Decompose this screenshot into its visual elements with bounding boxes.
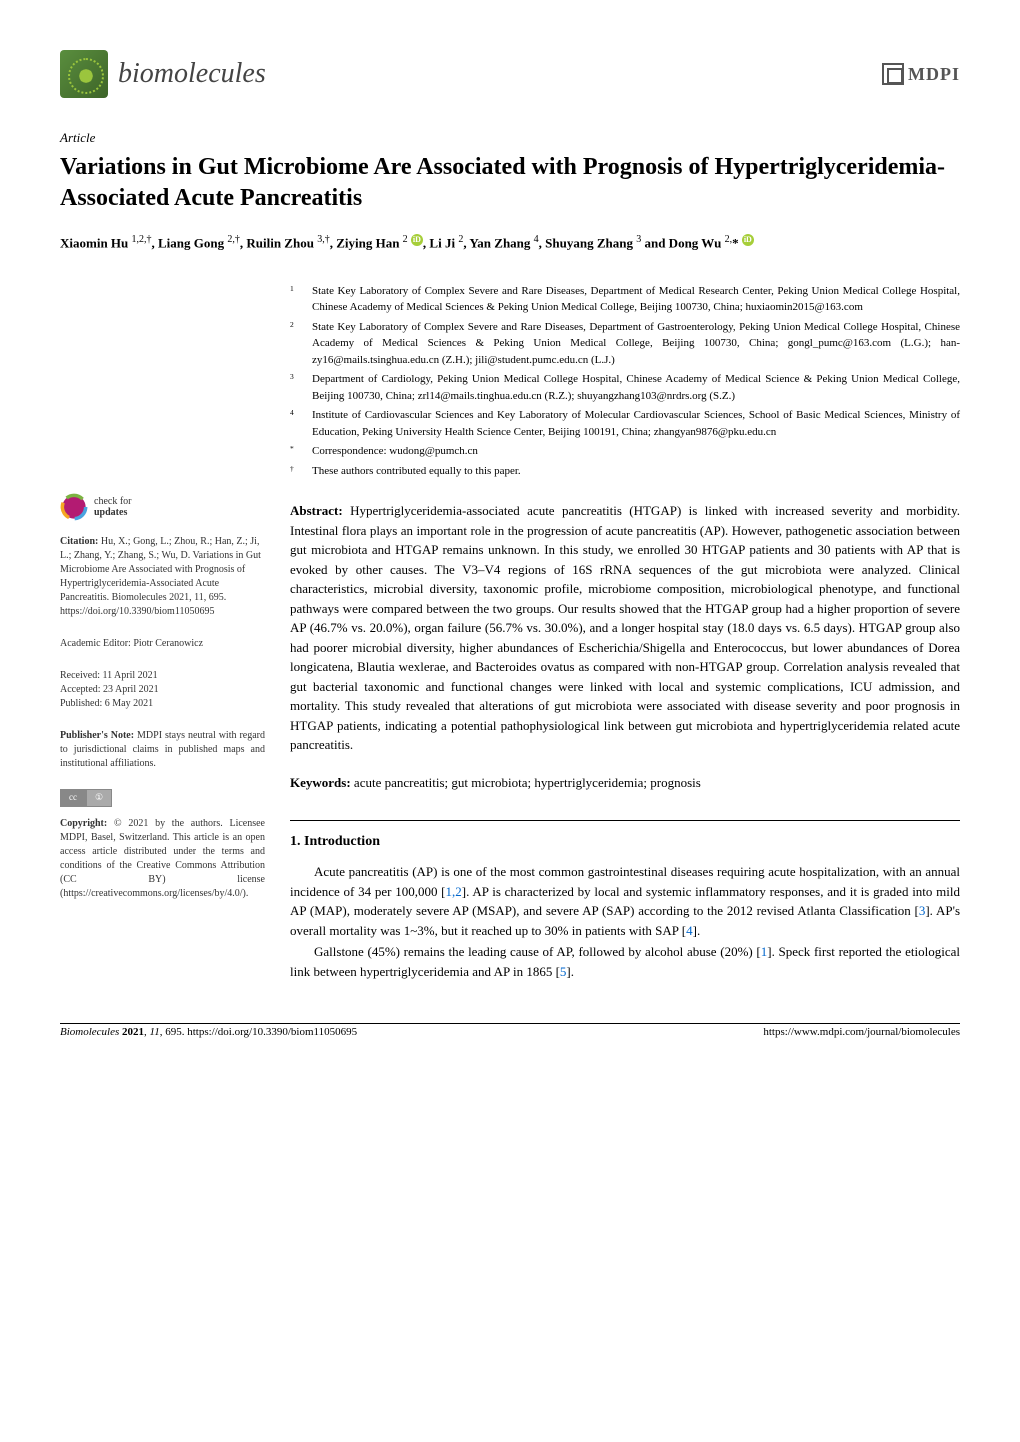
cc-icon: cc	[60, 789, 86, 807]
received-label: Received:	[60, 670, 100, 681]
header-row: biomolecules MDPI	[60, 50, 960, 98]
affiliations-list: 1State Key Laboratory of Complex Severe …	[290, 283, 960, 480]
affiliation-item: *Correspondence: wudong@pumch.cn	[290, 443, 960, 460]
publishers-note-block: Publisher's Note: MDPI stays neutral wit…	[60, 729, 265, 771]
affiliation-item: †These authors contributed equally to th…	[290, 463, 960, 480]
affiliation-item: 4Institute of Cardiovascular Sciences an…	[290, 407, 960, 440]
accepted-date: 23 April 2021	[101, 684, 159, 695]
journal-name: biomolecules	[118, 53, 266, 95]
sidebar: check forupdates Citation: Hu, X.; Gong,…	[60, 283, 265, 984]
keywords: Keywords: acute pancreatitis; gut microb…	[290, 773, 960, 793]
accepted-label: Accepted:	[60, 684, 101, 695]
main-column: 1State Key Laboratory of Complex Severe …	[290, 283, 960, 984]
article-title: Variations in Gut Microbiome Are Associa…	[60, 152, 960, 214]
copyright-label: Copyright:	[60, 818, 107, 829]
editor-label: Academic Editor:	[60, 638, 131, 649]
editor-name: Piotr Ceranowicz	[131, 638, 203, 649]
abstract: Abstract: Hypertriglyceridemia-associate…	[290, 501, 960, 755]
publisher-logo: MDPI	[882, 61, 960, 88]
footer-right: https://www.mdpi.com/journal/biomolecule…	[763, 1024, 960, 1041]
citation-block: Citation: Hu, X.; Gong, L.; Zhou, R.; Ha…	[60, 535, 265, 619]
dates-block: Received: 11 April 2021 Accepted: 23 Apr…	[60, 669, 265, 711]
publishers-note-label: Publisher's Note:	[60, 730, 134, 741]
intro-heading: 1. Introduction	[290, 831, 960, 852]
intro-para-1: Acute pancreatitis (AP) is one of the mo…	[290, 862, 960, 940]
copyright-block: Copyright: © 2021 by the authors. Licens…	[60, 817, 265, 901]
abstract-text: Hypertriglyceridemia-associated acute pa…	[290, 503, 960, 752]
check-updates-text: check forupdates	[94, 496, 131, 518]
journal-icon	[60, 50, 108, 98]
abstract-label: Abstract:	[290, 503, 343, 518]
affiliation-item: 2State Key Laboratory of Complex Severe …	[290, 319, 960, 369]
authors-line: Xiaomin Hu 1,2,†, Liang Gong 2,†, Ruilin…	[60, 232, 960, 253]
two-column-layout: check forupdates Citation: Hu, X.; Gong,…	[60, 283, 960, 984]
citation-label: Citation:	[60, 536, 98, 547]
published-date: 6 May 2021	[102, 698, 153, 709]
published-label: Published:	[60, 698, 102, 709]
affiliation-item: 1State Key Laboratory of Complex Severe …	[290, 283, 960, 316]
by-icon: ①	[86, 789, 112, 807]
copyright-text: © 2021 by the authors. Licensee MDPI, Ba…	[60, 818, 265, 899]
received-date: 11 April 2021	[100, 670, 158, 681]
publisher-name: MDPI	[908, 61, 960, 88]
page-footer: Biomolecules 2021, 11, 695. https://doi.…	[0, 1024, 1020, 1071]
cc-license-badge[interactable]: cc ①	[60, 789, 265, 807]
check-updates-icon	[60, 493, 88, 521]
editor-block: Academic Editor: Piotr Ceranowicz	[60, 637, 265, 651]
section-separator	[290, 820, 960, 821]
page-container: biomolecules MDPI Article Variations in …	[0, 0, 1020, 1023]
citation-text: Hu, X.; Gong, L.; Zhou, R.; Han, Z.; Ji,…	[60, 536, 261, 617]
keywords-text: acute pancreatitis; gut microbiota; hype…	[351, 775, 701, 790]
journal-logo: biomolecules	[60, 50, 266, 98]
check-updates-badge[interactable]: check forupdates	[60, 493, 265, 521]
affiliation-item: 3Department of Cardiology, Peking Union …	[290, 371, 960, 404]
intro-para-2: Gallstone (45%) remains the leading caus…	[290, 942, 960, 981]
keywords-label: Keywords:	[290, 775, 351, 790]
mdpi-icon	[882, 63, 904, 85]
article-type: Article	[60, 128, 960, 148]
footer-left: Biomolecules 2021, 11, 695. https://doi.…	[60, 1024, 357, 1041]
